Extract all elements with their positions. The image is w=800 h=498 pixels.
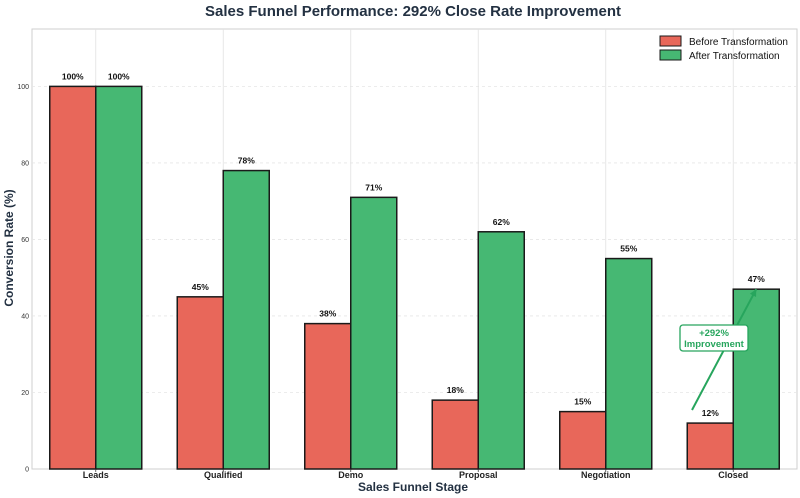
bar-value-label: 78% bbox=[238, 156, 255, 166]
y-tick-label: 40 bbox=[21, 313, 29, 320]
x-tick-label: Leads bbox=[83, 470, 109, 480]
y-tick-label: 20 bbox=[21, 390, 29, 397]
bar-value-label: 38% bbox=[319, 309, 336, 319]
bar-before-negotiation bbox=[559, 410, 607, 470]
bar-value-label: 18% bbox=[447, 385, 464, 395]
bar-value-label: 55% bbox=[620, 244, 637, 254]
bar-value-label: 71% bbox=[365, 182, 382, 192]
bar-after-qualified bbox=[222, 169, 270, 470]
annotation-line1: +292% bbox=[699, 328, 729, 339]
bar-value-label: 100% bbox=[62, 71, 84, 81]
bar-value-label: 100% bbox=[108, 71, 130, 81]
x-tick-label: Proposal bbox=[459, 470, 498, 480]
bar-after-negotiation bbox=[605, 257, 653, 470]
bar-value-label: 62% bbox=[493, 217, 510, 227]
annotation-arrowhead bbox=[749, 289, 757, 297]
bar-after-demo bbox=[350, 196, 398, 470]
bar-value-label: 12% bbox=[702, 408, 719, 418]
legend-swatch bbox=[659, 49, 682, 61]
y-tick-label: 80 bbox=[21, 160, 29, 167]
plot-area bbox=[31, 28, 798, 470]
y-tick-label: 100 bbox=[17, 84, 29, 91]
x-axis-label: Sales Funnel Stage bbox=[358, 480, 468, 494]
y-tick-label: 60 bbox=[21, 237, 29, 244]
bar-before-qualified bbox=[176, 296, 224, 470]
y-axis-label: Conversion Rate (%) bbox=[2, 189, 16, 306]
bar-value-label: 45% bbox=[192, 282, 209, 292]
annotation-box bbox=[679, 324, 749, 352]
legend-label: After Transformation bbox=[689, 51, 780, 62]
bar-before-proposal bbox=[431, 399, 479, 470]
bar-value-label: 47% bbox=[748, 274, 765, 284]
bar-before-leads bbox=[49, 85, 97, 470]
x-tick-label: Demo bbox=[338, 470, 364, 480]
bar-after-proposal bbox=[477, 231, 525, 470]
bar-value-label: 15% bbox=[574, 397, 591, 407]
bar-after-closed bbox=[732, 288, 780, 470]
y-tick-label: 0 bbox=[25, 467, 29, 474]
bar-before-closed bbox=[686, 422, 734, 470]
legend-swatch bbox=[659, 35, 682, 47]
x-tick-label: Closed bbox=[718, 470, 748, 480]
x-tick-label: Negotiation bbox=[581, 470, 631, 480]
x-tick-label: Qualified bbox=[204, 470, 243, 480]
legend-label: Before Transformation bbox=[689, 37, 788, 48]
chart-title: Sales Funnel Performance: 292% Close Rat… bbox=[205, 3, 621, 20]
bar-before-demo bbox=[304, 322, 352, 470]
bar-after-leads bbox=[95, 85, 143, 470]
annotation-line2: Improvement bbox=[684, 339, 744, 350]
